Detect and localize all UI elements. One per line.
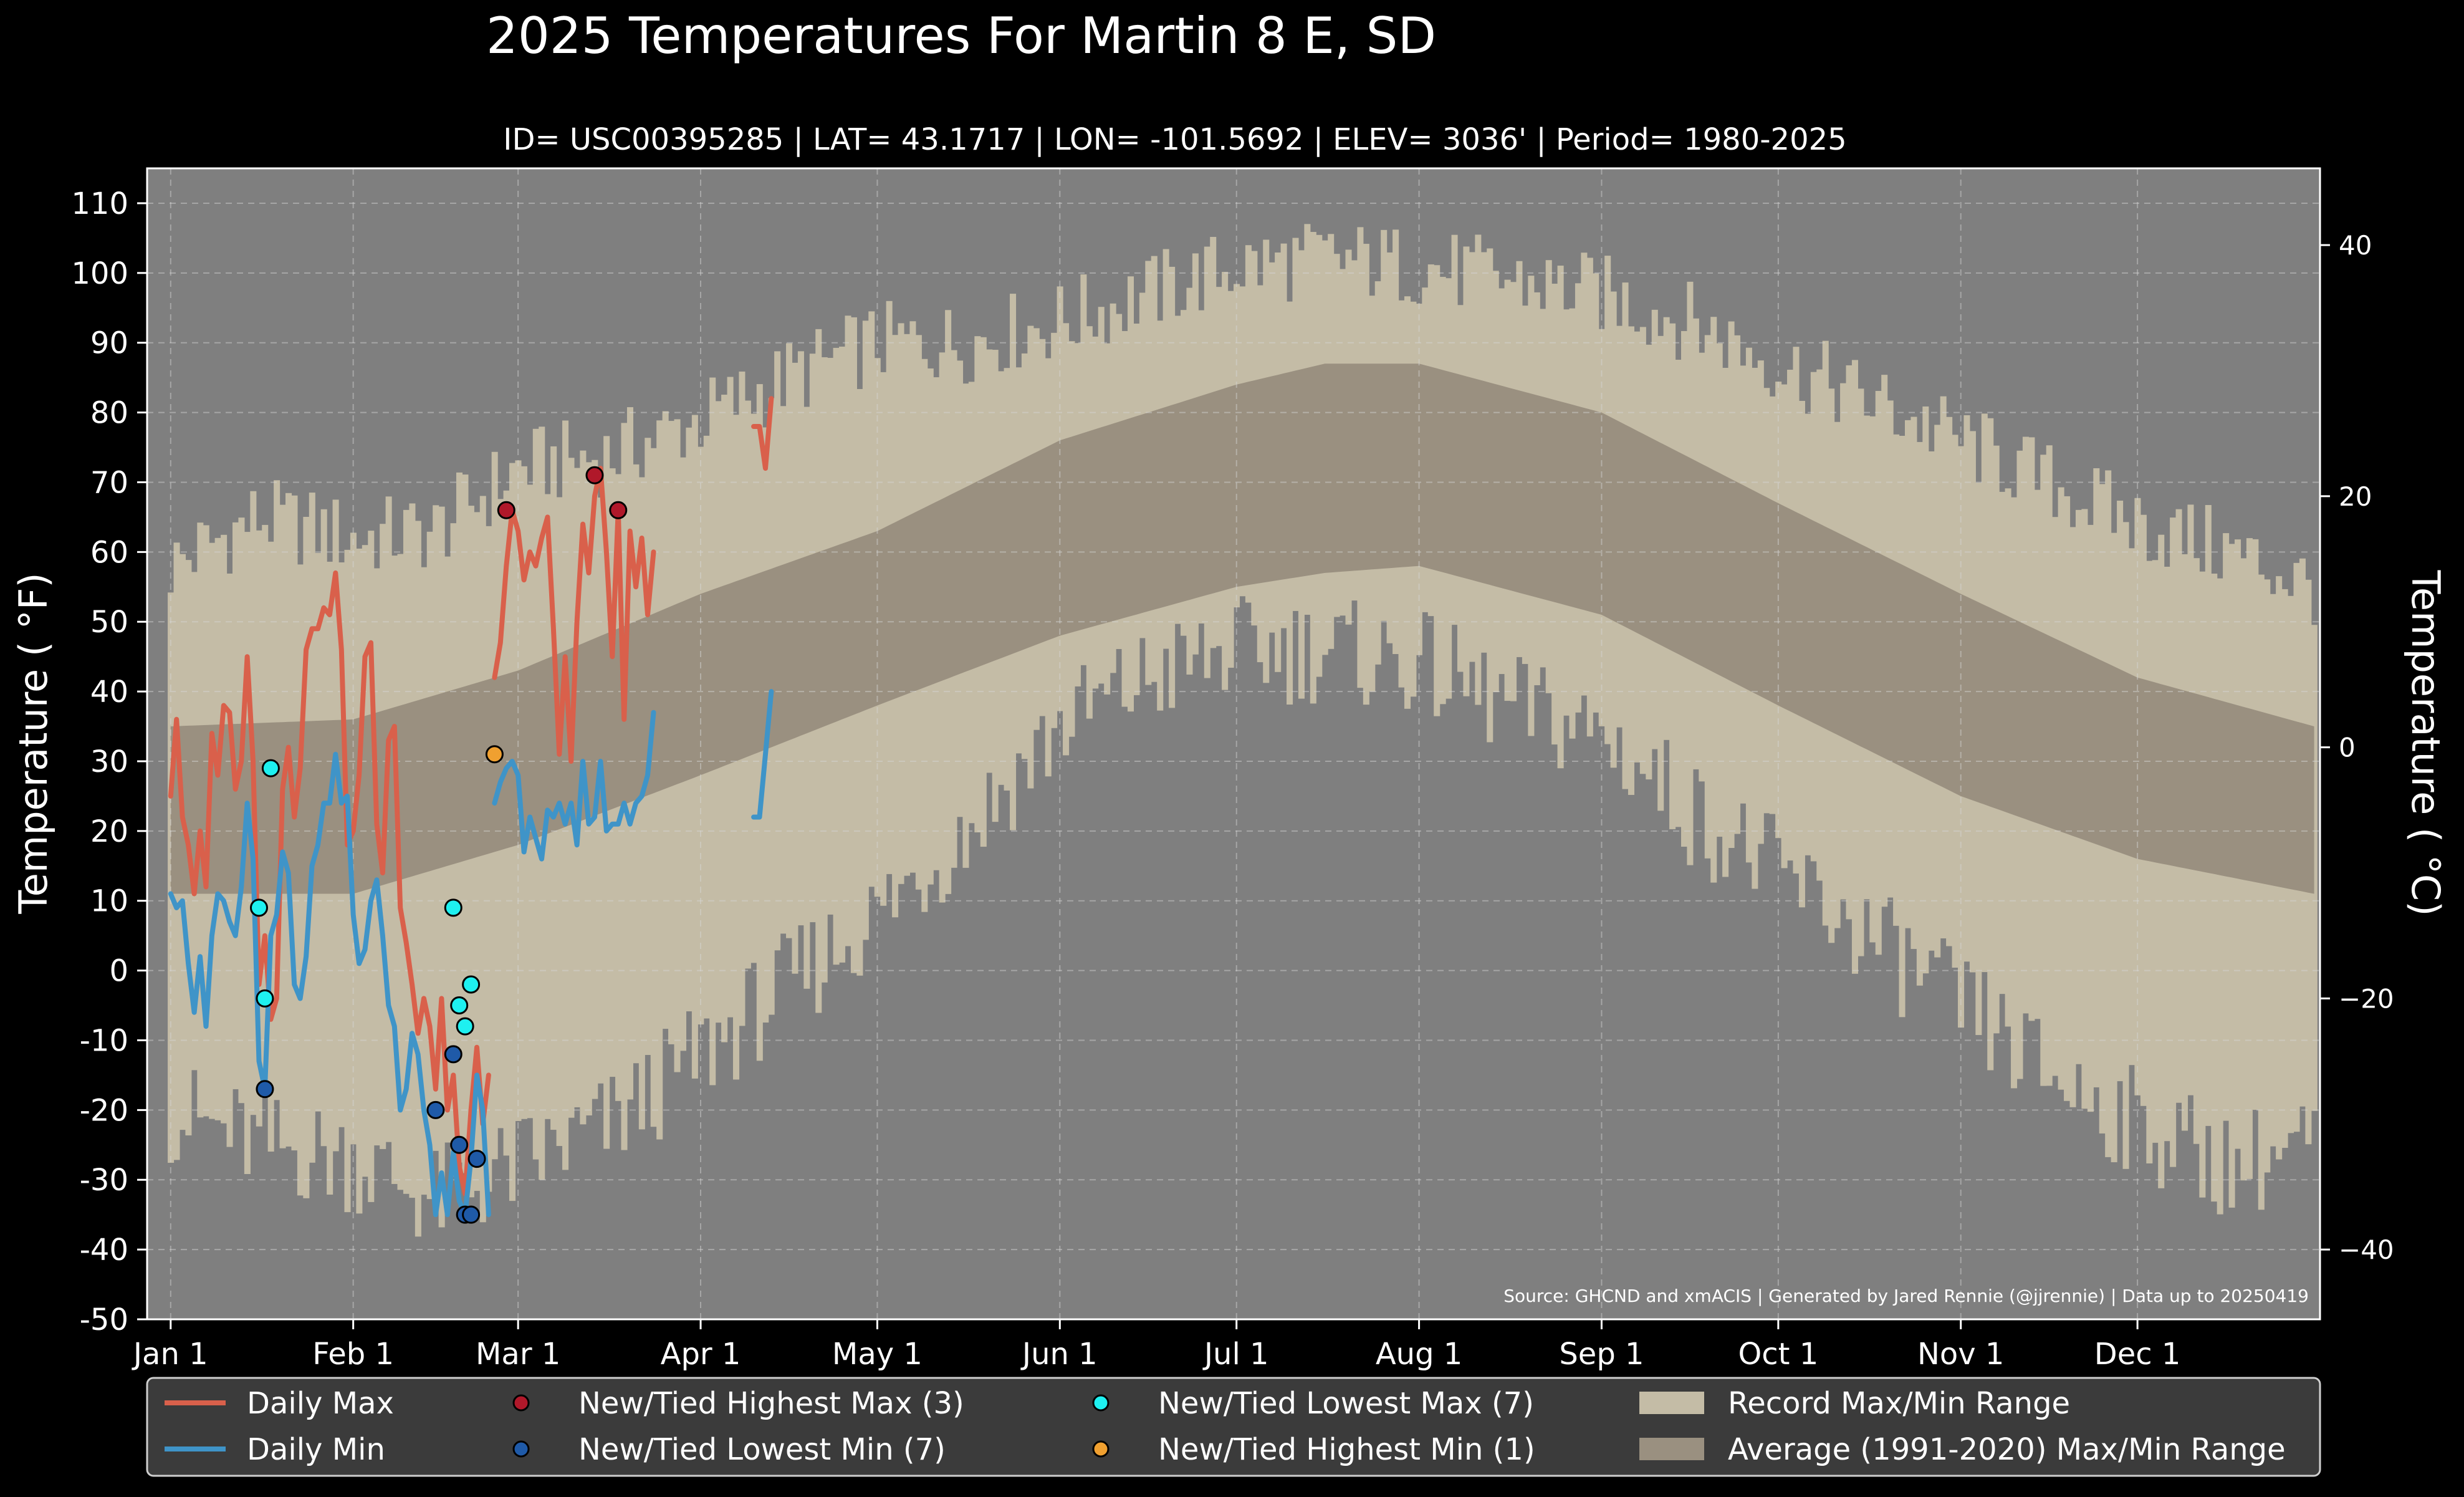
record-marker <box>462 975 481 994</box>
record-range-bar <box>2311 625 2318 1111</box>
normal-range-band <box>170 363 2314 894</box>
record-range-bar <box>2217 578 2223 1215</box>
legend-dot-swatch <box>512 1394 530 1412</box>
legend-label: New/Tied Highest Min (1) <box>1158 1432 1535 1467</box>
legend-dot-swatch <box>1092 1440 1110 1458</box>
y-axis-label-right: Temperature ( °C) <box>2403 570 2448 917</box>
y-right-tick-label: 20 <box>2339 481 2372 512</box>
legend-label: Record Max/Min Range <box>1728 1386 2070 1421</box>
record-marker <box>261 759 280 777</box>
legend-label: New/Tied Lowest Max (7) <box>1158 1386 1534 1421</box>
y-right-tick-label: 40 <box>2339 230 2372 261</box>
y-tick-label: -10 <box>80 1023 128 1058</box>
record-marker <box>450 996 469 1015</box>
legend-patch-swatch <box>1639 1392 1704 1414</box>
series-line-daily-max <box>168 396 774 1196</box>
chart-title: 2025 Temperatures For Martin 8 E, SD <box>486 7 1436 65</box>
source-note: Source: GHCND and xmACIS | Generated by … <box>1503 1286 2309 1306</box>
record-marker <box>467 1150 486 1168</box>
y-right-tick-label: −20 <box>2339 983 2394 1014</box>
y-tick-label: 70 <box>90 465 128 500</box>
legend-dot-swatch <box>512 1440 530 1458</box>
x-tick-label: Oct 1 <box>1738 1337 1818 1372</box>
legend-label: New/Tied Lowest Min (7) <box>578 1432 946 1467</box>
y-tick-label: 50 <box>90 605 128 640</box>
x-tick-label: Dec 1 <box>2094 1337 2181 1372</box>
record-range-bar <box>421 567 428 1195</box>
record-marker <box>450 1135 469 1154</box>
legend-label: Average (1991-2020) Max/Min Range <box>1728 1432 2286 1467</box>
x-tick-label: Nov 1 <box>1917 1337 2004 1372</box>
y-tick-label: -30 <box>80 1163 128 1198</box>
record-range-bar <box>415 521 421 1237</box>
plot-frame <box>146 167 2321 1321</box>
record-range-bar <box>486 526 492 1192</box>
y-tick-label: 10 <box>90 884 128 919</box>
y-right-tick-label: −40 <box>2339 1235 2394 1265</box>
x-tick-label: Aug 1 <box>1376 1337 1463 1372</box>
x-tick-label: Mar 1 <box>476 1337 560 1372</box>
legend-box <box>146 1377 2321 1477</box>
y-tick-label: -50 <box>80 1302 128 1337</box>
chart-subtitle: ID= USC00395285 | LAT= 43.1717 | LON= -1… <box>503 122 1846 157</box>
record-marker <box>256 1080 274 1099</box>
legend-label: Daily Max <box>247 1386 394 1421</box>
record-marker <box>462 1205 481 1224</box>
record-marker <box>256 989 274 1008</box>
record-range-bar <box>479 496 486 1223</box>
x-tick-label: Feb 1 <box>312 1337 394 1372</box>
x-tick-label: Jan 1 <box>132 1337 208 1372</box>
y-tick-label: 100 <box>71 256 128 291</box>
y-right-tick-label: 0 <box>2339 733 2356 763</box>
x-tick-label: May 1 <box>832 1337 923 1372</box>
x-tick-label: Sep 1 <box>1559 1337 1644 1372</box>
y-tick-label: 90 <box>90 326 128 361</box>
y-tick-label: 60 <box>90 535 128 570</box>
record-marker <box>444 898 463 917</box>
record-marker <box>609 501 628 519</box>
y-tick-label: 80 <box>90 396 128 431</box>
x-tick-label: Jul 1 <box>1202 1337 1269 1372</box>
y-tick-label: 110 <box>71 186 128 221</box>
record-range-bar <box>638 477 645 1130</box>
y-tick-label: 30 <box>90 744 128 779</box>
series-line-daily-min <box>168 689 774 1218</box>
record-marker <box>585 466 604 484</box>
record-marker <box>456 1017 474 1036</box>
gridlines <box>147 168 2320 1320</box>
x-tick-label: Apr 1 <box>661 1337 741 1372</box>
y-tick-label: 40 <box>90 675 128 710</box>
record-range-bar <box>2258 574 2265 1210</box>
y-tick-label: -20 <box>80 1093 128 1128</box>
legend-dot-swatch <box>1092 1394 1110 1412</box>
legend: Daily Max Daily Min New/Tied Highest Max (… <box>146 1377 2321 1477</box>
legend-label: New/Tied Highest Max (3) <box>578 1386 964 1421</box>
record-marker <box>485 745 504 764</box>
y-tick-label: 0 <box>109 954 128 989</box>
y-axis-label-left: Temperature ( °F) <box>11 572 56 914</box>
plot-area: Source: GHCND and xmACIS | Generated by … <box>71 167 2394 1372</box>
record-marker <box>426 1100 445 1119</box>
y-tick-label: 20 <box>90 814 128 849</box>
y-tick-label: -40 <box>80 1233 128 1268</box>
legend-patch-swatch <box>1639 1438 1704 1460</box>
record-range-bar <box>2199 571 2206 1198</box>
record-range-bar <box>2146 561 2153 1163</box>
x-tick-label: Jun 1 <box>1020 1337 1098 1372</box>
record-marker <box>497 501 515 519</box>
record-range-bar <box>2211 574 2218 1202</box>
record-marker <box>444 1045 463 1064</box>
legend-label: Daily Min <box>247 1432 385 1467</box>
record-marker <box>249 898 268 917</box>
